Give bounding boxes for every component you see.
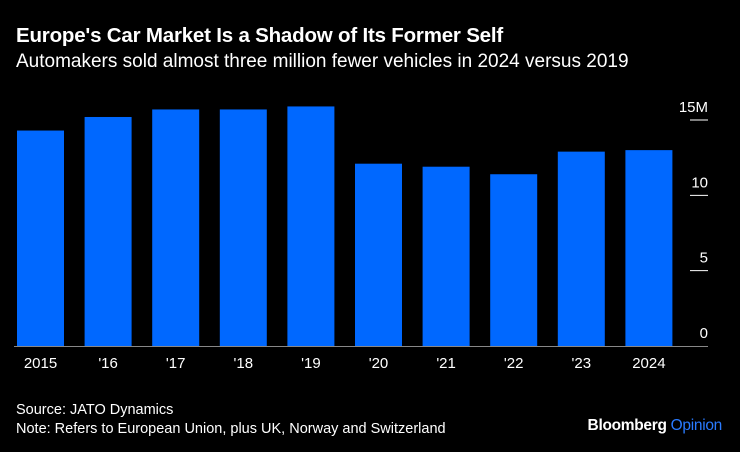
bar-2024	[625, 150, 673, 346]
y-tick-label: 15M	[679, 99, 708, 116]
chart-title: Europe's Car Market Is a Shadow of Its F…	[16, 24, 504, 47]
bar-2015	[17, 130, 64, 346]
bar-19	[287, 106, 335, 346]
source-note: Source: JATO Dynamics	[16, 402, 174, 418]
bloomberg-opinion-logo: Bloomberg Opinion	[587, 417, 723, 435]
x-tick-label: '18	[234, 355, 254, 372]
footnote: Note: Refers to European Union, plus UK,…	[16, 421, 446, 437]
logo-brand: Bloomberg	[587, 417, 667, 434]
x-tick-label: 2015	[24, 355, 57, 372]
chart-subtitle: Automakers sold almost three million few…	[16, 51, 629, 72]
bar-16	[84, 116, 132, 346]
x-tick-label: '19	[301, 355, 321, 372]
x-tick-label: '22	[504, 355, 524, 372]
x-tick-label: '21	[436, 355, 456, 372]
x-tick-label: '23	[572, 355, 592, 372]
y-tick-label: 10	[691, 174, 708, 191]
bar-21	[422, 166, 470, 346]
x-tick-label: '17	[166, 355, 186, 372]
y-tick-label: 5	[700, 250, 708, 267]
bar-20	[355, 163, 402, 346]
y-tick-label: 0	[700, 325, 708, 342]
logo-section: Opinion	[670, 417, 723, 434]
x-tick-label: '20	[369, 355, 389, 372]
x-tick-label: 2024	[632, 355, 665, 372]
bar-22	[490, 174, 538, 346]
x-tick-label: '16	[98, 355, 118, 372]
bar-17	[152, 109, 200, 346]
bar-18	[219, 109, 267, 346]
bar-23	[557, 151, 605, 346]
